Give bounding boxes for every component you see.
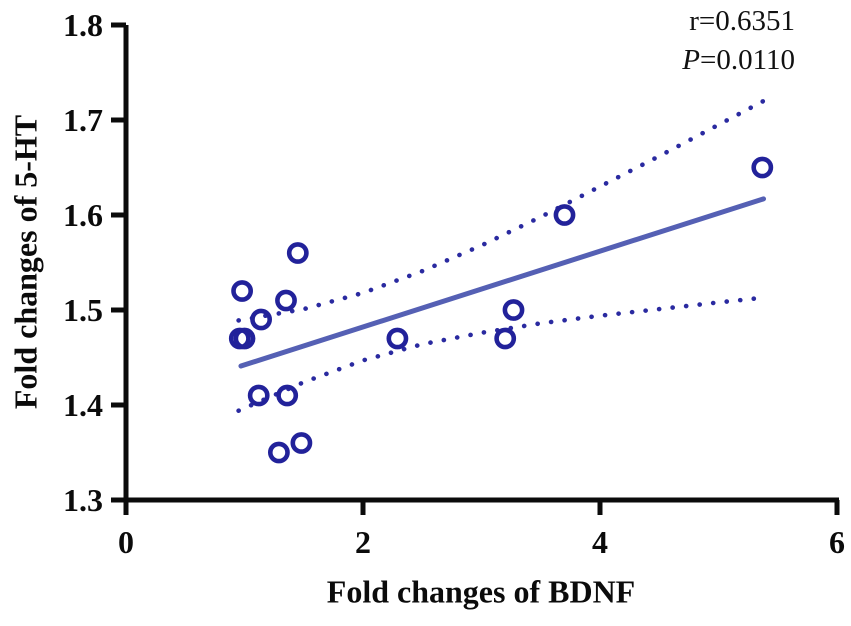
data-point bbox=[275, 289, 297, 312]
y-tick-label: 1.5 bbox=[63, 292, 103, 328]
data-point bbox=[267, 441, 290, 464]
x-tick-label: 0 bbox=[118, 524, 134, 560]
y-tick-label: 1.3 bbox=[63, 482, 103, 518]
data-point bbox=[494, 327, 517, 350]
ci-upper-band bbox=[236, 98, 766, 323]
x-axis-title: Fold changes of BDNF bbox=[326, 573, 636, 610]
x-tick-label: 2 bbox=[355, 524, 371, 560]
x-tick-label: 6 bbox=[829, 524, 845, 560]
data-point bbox=[231, 280, 254, 302]
r-value-text: r=0.6351 bbox=[689, 5, 795, 37]
p-rest: =0.0110 bbox=[699, 44, 795, 76]
stats-annotation: r=0.6351 P=0.0110 bbox=[682, 2, 795, 80]
y-axis-title: Fold changes of 5-HT bbox=[7, 114, 44, 410]
y-tick-label: 1.4 bbox=[63, 387, 103, 423]
data-point bbox=[502, 299, 525, 321]
y-tick-label: 1.8 bbox=[63, 7, 103, 43]
data-point bbox=[553, 204, 576, 226]
data-point bbox=[247, 384, 270, 407]
data-point bbox=[250, 308, 273, 331]
p-value-text: P=0.0110 bbox=[682, 41, 795, 80]
axis-frame bbox=[123, 25, 839, 503]
data-point bbox=[751, 156, 774, 179]
p-symbol: P bbox=[682, 44, 700, 76]
y-tick-label: 1.7 bbox=[63, 102, 103, 138]
data-point bbox=[386, 327, 409, 350]
data-point bbox=[233, 327, 256, 350]
data-point bbox=[286, 242, 309, 264]
data-point bbox=[276, 384, 299, 407]
data-point bbox=[290, 432, 313, 454]
y-tick-label: 1.6 bbox=[63, 197, 103, 233]
regression-line bbox=[238, 196, 767, 369]
x-tick-label: 4 bbox=[592, 524, 608, 560]
ci-lower-band bbox=[236, 295, 766, 413]
